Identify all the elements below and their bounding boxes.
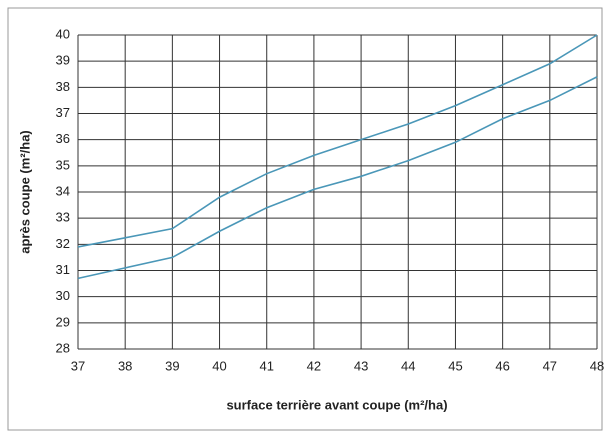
y-tick-label: 32 <box>56 236 70 251</box>
y-tick-label: 29 <box>56 314 70 329</box>
y-tick-label: 40 <box>56 26 70 41</box>
x-tick-label: 39 <box>165 358 179 373</box>
x-axis-title: surface terrière avant coupe (m²/ha) <box>226 397 447 412</box>
y-tick-label: 39 <box>56 53 70 68</box>
x-tick-label: 43 <box>354 358 368 373</box>
x-tick-label: 48 <box>590 358 604 373</box>
x-tick-label: 42 <box>307 358 321 373</box>
y-tick-label: 37 <box>56 105 70 120</box>
y-axis-title: après coupe (m²/ha) <box>17 130 32 254</box>
y-tick-label: 33 <box>56 210 70 225</box>
y-tick-label: 38 <box>56 79 70 94</box>
x-tick-label: 47 <box>543 358 557 373</box>
line-series <box>77 76 598 280</box>
y-tick-label: 28 <box>56 340 70 355</box>
line-series <box>77 34 598 248</box>
x-tick-label: 41 <box>259 358 273 373</box>
x-tick-label: 44 <box>401 358 415 373</box>
y-tick-label: 35 <box>56 157 70 172</box>
x-tick-label: 37 <box>71 358 85 373</box>
y-tick-label: 31 <box>56 262 70 277</box>
x-tick-label: 45 <box>448 358 462 373</box>
y-tick-label: 30 <box>56 288 70 303</box>
frame <box>7 7 603 431</box>
x-tick-label: 46 <box>495 358 509 373</box>
x-tick-label: 40 <box>212 358 226 373</box>
y-tick-label: 34 <box>56 183 70 198</box>
y-tick-label: 36 <box>56 131 70 146</box>
x-tick-label: 38 <box>118 358 132 373</box>
